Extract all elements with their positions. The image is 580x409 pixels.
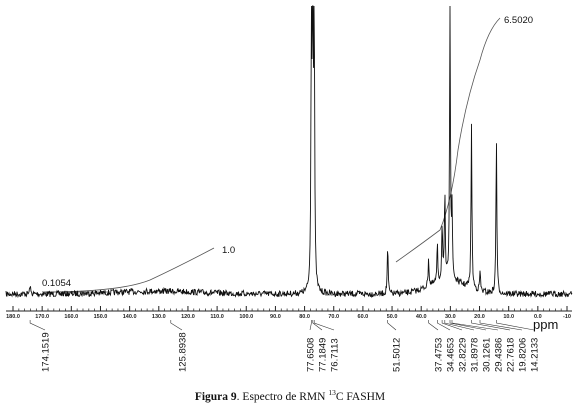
x-tick-label: 180.0 xyxy=(6,314,20,320)
x-tick-label: 130.0 xyxy=(152,314,166,320)
x-tick-label: 160.0 xyxy=(64,314,78,320)
caption-text: . Espectro de RMN xyxy=(236,390,329,403)
peak-label-leader xyxy=(309,320,312,331)
x-tick-label: 30.0 xyxy=(445,314,456,320)
peak-label: 77.6508 xyxy=(306,338,317,372)
x-tick-label: 70.0 xyxy=(328,314,339,320)
peak-label: 76.7113 xyxy=(330,338,341,372)
peak-label-leader xyxy=(428,320,439,331)
integral-labels: 0.1054 1.0 6.5020 xyxy=(42,15,533,289)
peak-label-leader xyxy=(387,320,397,331)
peak-label: 125.8938 xyxy=(178,332,189,372)
figure-caption: Figura 9. Espectro de RMN 13C FASHM xyxy=(0,388,580,403)
x-tick-label: 140.0 xyxy=(123,314,137,320)
peak-label-leader xyxy=(441,320,463,331)
integral-curves xyxy=(41,17,501,293)
x-tick-label: 20.0 xyxy=(474,314,485,320)
caption-text-end: C FASHM xyxy=(335,390,386,403)
x-tick-label: 100.0 xyxy=(239,314,253,320)
peak-label: 77.1849 xyxy=(318,338,329,372)
peak-label: 31.8978 xyxy=(470,338,481,372)
peak-label-leader xyxy=(312,320,323,331)
integral-curve-aliphatic xyxy=(395,17,501,263)
peak-label: 174.1519 xyxy=(41,332,52,372)
x-tick-label: 0.0 xyxy=(534,314,542,320)
integral-label: 6.5020 xyxy=(504,15,533,26)
x-axis-ticks xyxy=(12,306,568,311)
caption-figure-number: Figura 9 xyxy=(194,390,237,403)
x-axis-tick-labels: 180.0 170.0 160.0 150.0 140.0 130.0 120.0 110.0… xyxy=(6,314,571,320)
peak-label: 14.2133 xyxy=(530,338,541,372)
x-axis-unit-label: ppm xyxy=(533,317,558,332)
peak-label: 30.1261 xyxy=(482,338,493,372)
peak-label-leader xyxy=(471,320,511,331)
x-tick-label: 120.0 xyxy=(181,314,195,320)
peak-label-leader xyxy=(170,320,183,331)
peak-label: 22.7618 xyxy=(506,338,517,372)
peak-label: 37.4753 xyxy=(434,338,445,372)
x-axis: 180.0 170.0 160.0 150.0 140.0 130.0 120.0 110.0… xyxy=(6,306,572,332)
x-tick-label: 80.0 xyxy=(299,314,310,320)
peak-label: 29.4386 xyxy=(494,338,505,372)
peak-labels: 174.1519 125.8938 77.6508 77.1849 76.7113 51.… xyxy=(41,332,541,372)
integral-label: 1.0 xyxy=(222,245,235,256)
caption-superscript: 13 xyxy=(328,388,336,397)
peak-label: 32.8229 xyxy=(458,338,469,372)
peak-label: 19.8206 xyxy=(518,338,529,372)
spectrum-line xyxy=(5,5,573,299)
x-tick-label: 50.0 xyxy=(387,314,398,320)
spectrum-trace xyxy=(5,5,573,299)
x-tick-label: 60.0 xyxy=(358,314,369,320)
peak-label-leader xyxy=(451,320,499,331)
peak-label-leader xyxy=(479,320,523,331)
peak-label-leader xyxy=(444,320,475,331)
x-tick-label: 110.0 xyxy=(210,314,223,320)
peak-label-leader xyxy=(29,320,46,331)
peak-label: 34.4653 xyxy=(446,338,457,372)
peak-label-leader xyxy=(496,320,535,331)
x-tick-label: 150.0 xyxy=(94,314,108,320)
peak-label-leader xyxy=(313,320,335,331)
x-tick-label: 90.0 xyxy=(270,314,281,320)
peak-label-leaders xyxy=(29,320,535,331)
x-tick-label: 10.0 xyxy=(503,314,514,320)
x-tick-label: 40.0 xyxy=(416,314,427,320)
peak-label: 51.5012 xyxy=(392,338,403,372)
integral-label: 0.1054 xyxy=(42,278,71,289)
peak-label-leader xyxy=(449,320,487,331)
nmr-spectrum-chart: 180.0 170.0 160.0 150.0 140.0 130.0 120.0 110.0… xyxy=(5,5,573,372)
x-tick-label: 170.0 xyxy=(35,314,49,320)
x-tick-label: -10 xyxy=(563,314,571,320)
peak-label-leader xyxy=(437,320,451,331)
